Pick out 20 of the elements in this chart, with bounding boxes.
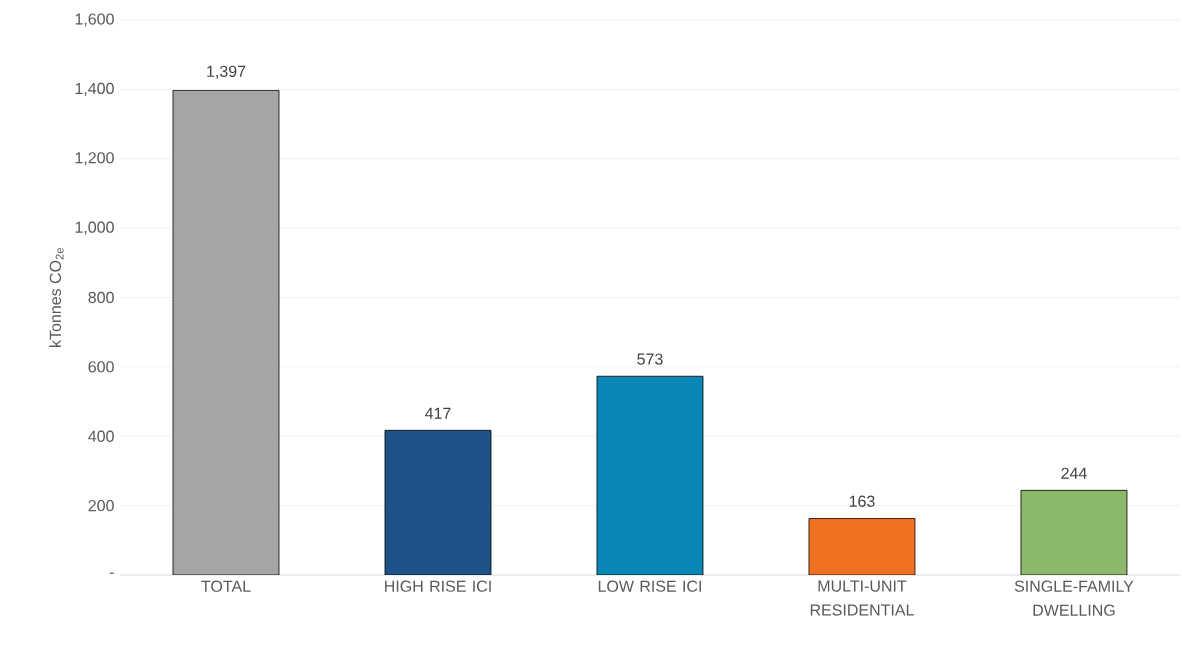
y-tick-label: 1,600	[75, 13, 114, 27]
data-label: 244	[1061, 467, 1087, 479]
x-tick-label: HIGH RISE ICI	[385, 580, 491, 592]
y-tick-label: 200	[88, 499, 114, 512]
y-tick-label: -	[109, 572, 114, 574]
data-label: 163	[849, 495, 875, 507]
data-label: 573	[637, 353, 663, 365]
x-tick-label: SINGLE-FAMILY DWELLING	[1014, 580, 1134, 616]
x-tick-label: MULTI-UNIT RESIDENTIAL	[810, 580, 914, 616]
y-tick-label: 1,200	[75, 152, 114, 166]
y-tick-label: 1,000	[75, 221, 114, 235]
data-label: 417	[425, 407, 451, 419]
y-tick-label: 600	[88, 361, 114, 373]
x-tick-label: TOTAL	[201, 580, 251, 592]
y-tick-label: 1,400	[75, 82, 114, 96]
y-tick-label: 400	[88, 430, 114, 442]
y-axis-title: kTonnes CO$_{2e}$	[49, 247, 64, 347]
x-tick-label: LOW RISE ICI	[598, 580, 701, 592]
data-label: 1,397	[207, 65, 246, 79]
y-tick-label: 800	[88, 291, 114, 304]
